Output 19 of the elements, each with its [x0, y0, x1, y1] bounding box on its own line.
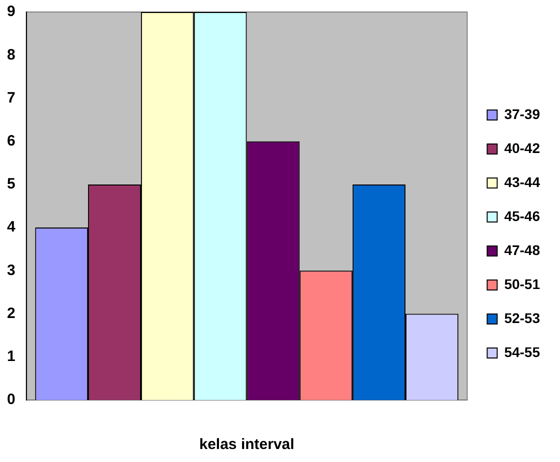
legend-label: 43-44 [504, 174, 540, 190]
y-tick-label: 3 [7, 262, 16, 279]
y-tick-label: 4 [7, 218, 16, 236]
y-tick-label: 7 [7, 89, 16, 106]
y-tick-label: 9 [7, 3, 16, 20]
legend-label: 45-46 [504, 208, 540, 224]
y-tick-label: 1 [7, 348, 16, 366]
x-axis-title: kelas interval [199, 436, 294, 454]
legend-label: 40-42 [504, 140, 540, 156]
y-tick-label: 5 [7, 176, 16, 193]
legend-label: 50-51 [504, 276, 540, 292]
legend-label: 54-55 [504, 344, 540, 360]
y-tick-label: 0 [7, 391, 16, 408]
legend-label: 52-53 [504, 310, 540, 326]
y-tick-label: 6 [7, 132, 16, 150]
y-tick-label: 2 [7, 304, 16, 322]
y-tick-label: 8 [7, 46, 16, 64]
legend-label: 37-39 [504, 106, 540, 122]
legend-label: 47-48 [504, 242, 540, 258]
